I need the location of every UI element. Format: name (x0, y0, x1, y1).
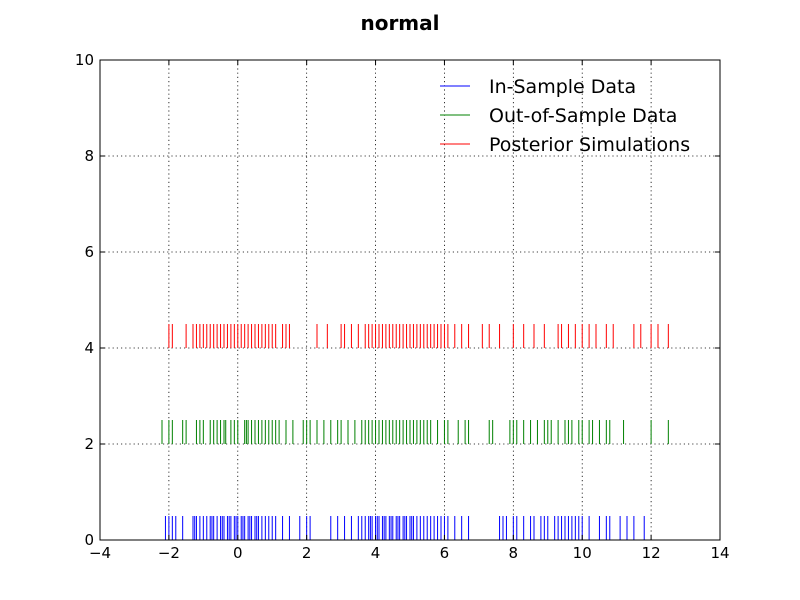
y-tick-label: 4 (84, 339, 94, 357)
x-tick-label: −4 (89, 544, 111, 562)
x-tick-label: −2 (158, 544, 180, 562)
x-tick-label: 10 (573, 544, 592, 562)
chart-title: normal (360, 11, 439, 35)
y-tick-label: 6 (84, 243, 94, 261)
x-tick-label: 14 (710, 544, 729, 562)
legend-item-2: Posterior Simulations (440, 134, 690, 156)
series-1-rug (161, 420, 669, 444)
y-tick-label: 2 (84, 435, 94, 453)
data-series (161, 324, 669, 540)
y-tick-label: 10 (75, 51, 94, 69)
grid-lines (100, 60, 720, 540)
series-2-rug (168, 324, 669, 348)
axes: −4 −2 0 2 4 6 8 10 12 14 0 2 4 6 8 10 (75, 51, 730, 562)
legend-label: In-Sample Data (489, 76, 636, 98)
legend-label: Out-of-Sample Data (489, 105, 677, 127)
x-tick-label: 0 (233, 544, 243, 562)
x-tick-label: 8 (509, 544, 519, 562)
x-tick-label: 4 (371, 544, 381, 562)
legend-item-0: In-Sample Data (440, 76, 636, 98)
legend: In-Sample Data Out-of-Sample Data Posterio… (440, 76, 690, 156)
plot-area-frame (99, 59, 721, 541)
x-tick-label: 6 (440, 544, 450, 562)
legend-item-1: Out-of-Sample Data (440, 105, 677, 127)
x-tick-label: 2 (302, 544, 312, 562)
series-0-rug (164, 516, 645, 540)
y-tick-label: 8 (84, 147, 94, 165)
legend-label: Posterior Simulations (489, 134, 690, 156)
x-tick-label: 12 (642, 544, 661, 562)
y-tick-label: 0 (84, 531, 94, 549)
